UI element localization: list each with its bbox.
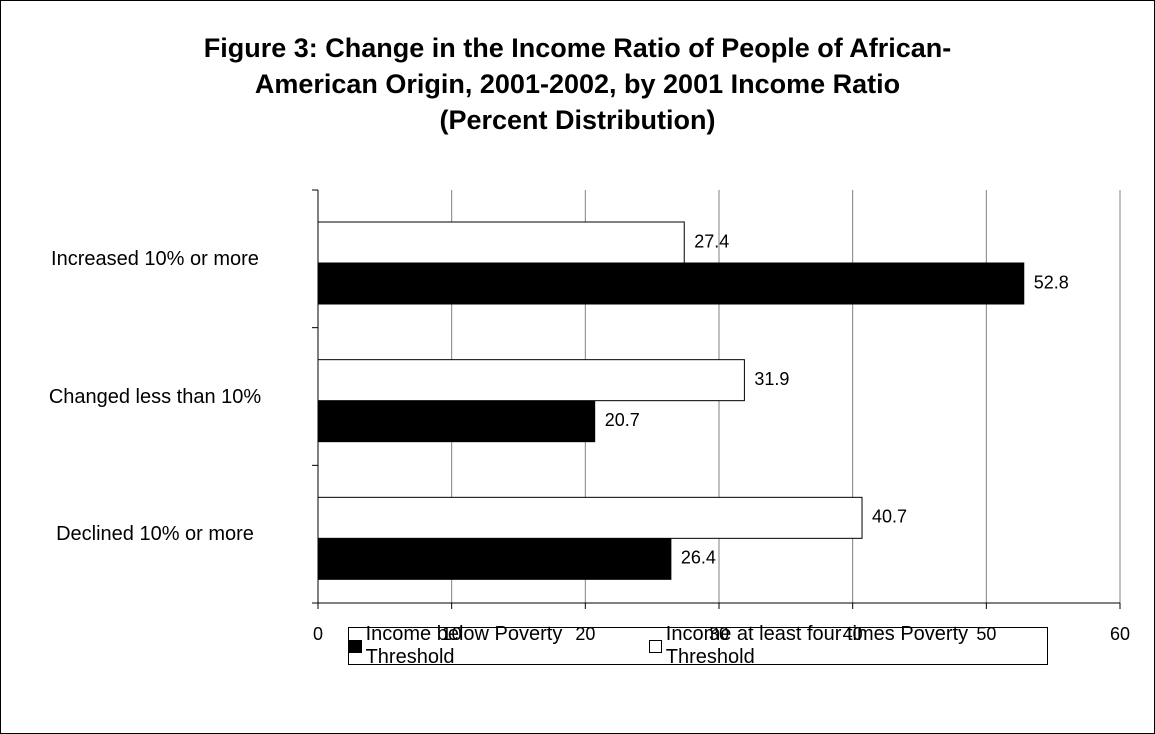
chart-subtitle: (Percent Distribution) [439, 105, 716, 135]
x-tick-label: 10 [442, 624, 462, 644]
legend-label: Income below Poverty Threshold [365, 623, 563, 668]
legend-swatch [649, 639, 662, 653]
bar [317, 400, 596, 443]
legend-item: Income below Poverty Threshold [349, 623, 645, 669]
legend-swatch [349, 639, 362, 653]
bar [317, 262, 1025, 305]
title-block: Figure 3: Change in the Income Ratio of … [150, 30, 1005, 138]
bar [317, 359, 745, 402]
bar [317, 537, 672, 580]
legend-item: Income at least four times Poverty Thres… [649, 623, 1047, 669]
value-label: 31.9 [754, 369, 789, 389]
value-label: 27.4 [694, 231, 729, 251]
chart-title: Figure 3: Change in the Income Ratio of … [203, 33, 952, 99]
value-label: 40.7 [872, 507, 907, 527]
y-tick-label: Increased 10% or more [51, 247, 259, 270]
x-tick-label: 20 [575, 624, 595, 644]
bar [317, 496, 863, 539]
x-tick-label: 0 [313, 624, 323, 644]
y-tick-label: Changed less than 10% [48, 385, 262, 408]
x-tick-label: 30 [709, 624, 729, 644]
bar [317, 221, 685, 264]
value-label: 26.4 [681, 548, 716, 568]
value-label: 20.7 [605, 410, 640, 430]
x-tick-label: 60 [1110, 624, 1130, 644]
x-tick-label: 50 [976, 624, 996, 644]
legend-label: Income at least four times Poverty Thres… [665, 623, 969, 668]
value-label: 52.8 [1034, 272, 1069, 292]
legend: Income below Poverty Threshold Income at … [348, 623, 1048, 668]
y-tick-label: Declined 10% or more [56, 523, 254, 546]
x-tick-label: 40 [843, 624, 863, 644]
